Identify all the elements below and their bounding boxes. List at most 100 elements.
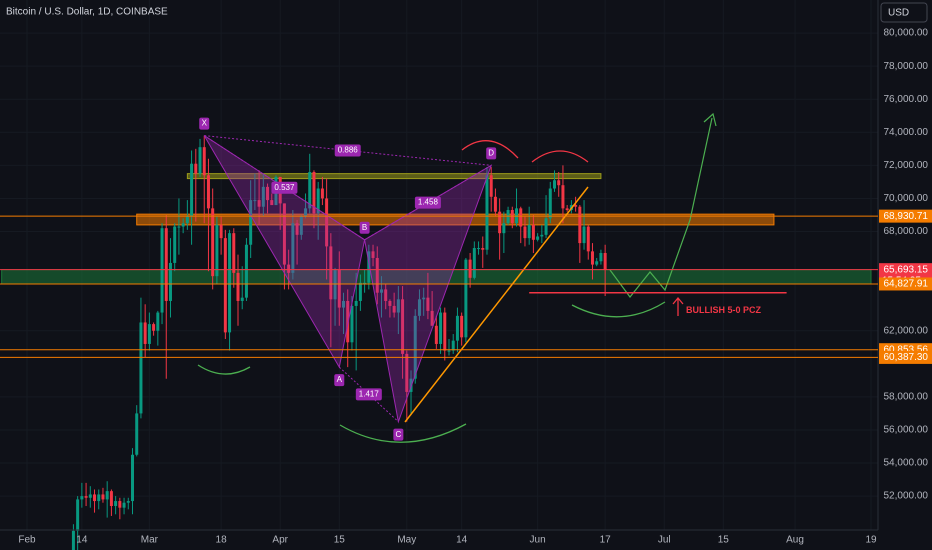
y-tick-label: 78,000.00 — [884, 61, 929, 72]
candle-body — [168, 262, 172, 301]
candle-body — [548, 188, 552, 219]
ratio-badge — [334, 144, 361, 157]
candle-body — [84, 496, 88, 498]
candle-body — [198, 147, 202, 174]
ratio-label: 0.537 — [274, 183, 295, 192]
candle-body — [603, 253, 607, 270]
candle-body — [312, 171, 316, 214]
candle-body — [434, 325, 438, 344]
y-tick-label: 76,000.00 — [884, 94, 929, 105]
candle-body — [244, 244, 248, 298]
price-badge — [879, 350, 932, 364]
candle-body — [472, 248, 476, 278]
y-tick-label: 74,000.00 — [884, 127, 929, 138]
x-tick-label: Apr — [272, 535, 288, 546]
candle-body — [443, 312, 447, 351]
candle-body — [510, 210, 514, 224]
candle-body — [498, 211, 502, 234]
candle-body — [223, 238, 227, 333]
candle-body — [114, 501, 118, 507]
candle-body — [536, 236, 540, 240]
candle-body — [219, 224, 223, 239]
candle-body — [173, 226, 177, 263]
x-tick-label: Jul — [658, 535, 671, 546]
candle-body — [152, 324, 156, 331]
candle-body — [396, 299, 400, 313]
arc — [531, 150, 589, 163]
pcz-arrow — [672, 296, 684, 316]
x-tick-label: 19 — [865, 535, 877, 546]
candle-body — [574, 205, 578, 207]
price-badge-label: 64,827.91 — [884, 279, 929, 290]
candle-body — [304, 208, 308, 217]
candle-body — [308, 171, 312, 209]
candle-body — [131, 454, 134, 502]
ratio-badge — [271, 181, 298, 194]
x-tick-label: 14 — [456, 535, 468, 546]
candle-body — [578, 206, 582, 244]
currency[interactable]: USD — [888, 8, 909, 19]
candle-body — [105, 491, 109, 500]
y-tick-label: 58,000.00 — [884, 392, 929, 403]
candle-body — [291, 223, 295, 273]
candle-body — [266, 186, 270, 201]
candle-body — [282, 203, 286, 265]
price-badge-label: 65,693.15 — [884, 264, 929, 275]
candle-body — [506, 210, 510, 224]
y-tick-label: 56,000.00 — [884, 425, 929, 436]
candle-body — [358, 282, 362, 301]
candle-body — [586, 226, 590, 252]
y-tick-label: 54,000.00 — [884, 458, 929, 469]
candle-body — [139, 322, 143, 414]
candle-body — [363, 282, 367, 284]
candle-body — [439, 312, 443, 344]
pcz-label: BULLISH 5-0 PCZ — [686, 305, 762, 315]
candle-body — [561, 185, 565, 209]
candle-body — [329, 246, 333, 300]
x-tick-label: 15 — [334, 535, 346, 546]
point-badge — [359, 221, 370, 234]
x-tick-label: 17 — [600, 535, 612, 546]
ratio-badge — [414, 196, 441, 209]
candle-body — [451, 340, 455, 351]
candle-body — [565, 208, 569, 211]
candle-body — [455, 315, 459, 341]
ratio-label: 1.417 — [359, 390, 380, 399]
arc — [461, 140, 519, 159]
candle-body — [160, 228, 164, 313]
candle-body — [143, 322, 147, 344]
candle-body — [595, 261, 599, 265]
candle-body — [240, 297, 244, 301]
candle-body — [211, 208, 215, 277]
candle-body — [320, 188, 324, 199]
point-badge — [199, 117, 210, 130]
trend-line — [404, 186, 589, 423]
candle-body — [118, 501, 122, 508]
price-badge-label: 68,930.71 — [884, 211, 929, 222]
zone — [136, 213, 775, 226]
candle-body — [257, 200, 261, 207]
candle-body — [232, 233, 236, 273]
zone — [186, 173, 602, 180]
candle-body — [557, 180, 561, 186]
candle-body — [531, 224, 535, 240]
candle-body — [299, 216, 303, 235]
candle-body — [426, 297, 430, 311]
candle-body — [384, 289, 388, 301]
candle-body — [350, 305, 354, 343]
x-tick-label: 14 — [76, 535, 88, 546]
candle-body — [202, 147, 206, 176]
point-label: D — [488, 148, 494, 157]
candle-body — [261, 186, 265, 207]
candle-body — [460, 315, 464, 338]
x-tick-label: 15 — [718, 535, 730, 546]
arc — [197, 364, 251, 375]
candle-body — [185, 216, 189, 224]
candle-body — [599, 253, 603, 262]
candle-body — [477, 248, 481, 250]
ratio-label: 1.458 — [418, 198, 439, 207]
currency-button[interactable] — [880, 2, 928, 23]
candle-body — [553, 180, 556, 189]
candle-body — [249, 200, 253, 245]
candle-body — [464, 259, 468, 338]
